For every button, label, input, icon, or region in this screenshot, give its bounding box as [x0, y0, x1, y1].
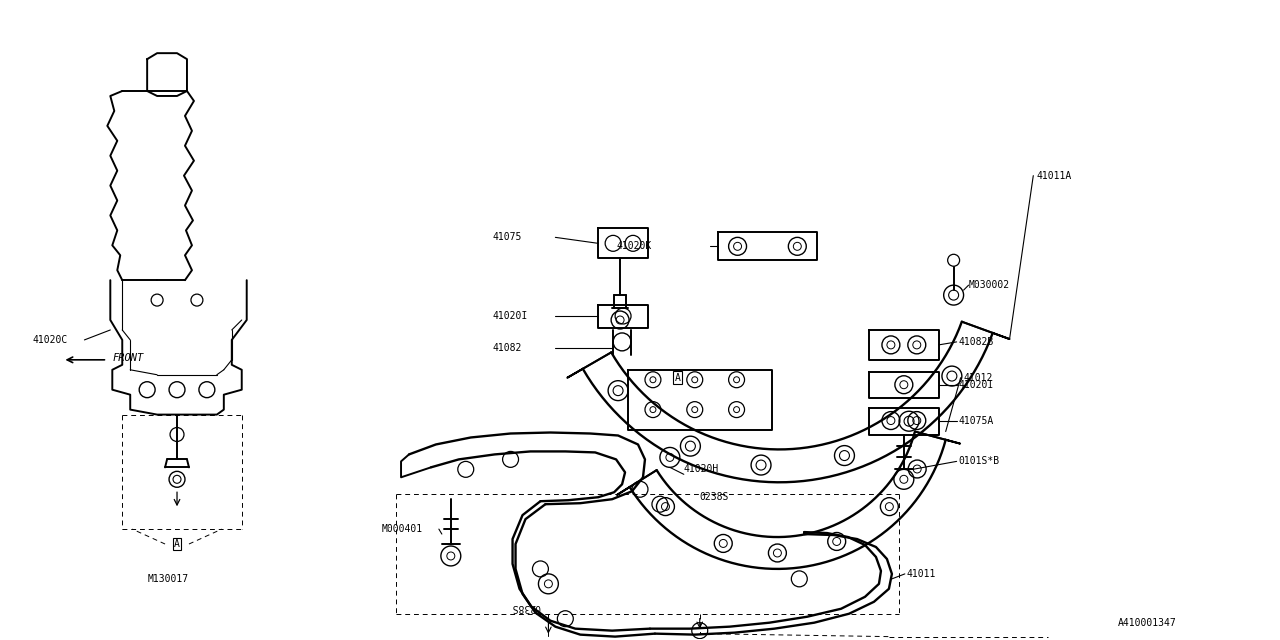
- Text: 41075: 41075: [493, 232, 522, 243]
- Text: 41020K: 41020K: [616, 241, 652, 252]
- Text: 41020I: 41020I: [493, 311, 527, 321]
- Text: FRONT: FRONT: [113, 353, 143, 363]
- Text: A410001347: A410001347: [1117, 618, 1176, 628]
- Text: A: A: [675, 372, 681, 383]
- Text: 41020H: 41020H: [684, 465, 719, 474]
- Text: 41075A: 41075A: [959, 415, 993, 426]
- Text: M000401: M000401: [381, 524, 422, 534]
- Text: A: A: [174, 539, 180, 549]
- Text: 41011: 41011: [906, 569, 936, 579]
- Text: M130017: M130017: [147, 574, 188, 584]
- Text: 41082B: 41082B: [959, 337, 993, 347]
- Text: 0238S: 0238S: [700, 492, 730, 502]
- Text: 41020I: 41020I: [959, 380, 993, 390]
- Text: 0101S*B: 0101S*B: [959, 456, 1000, 467]
- Text: 41011A: 41011A: [1037, 171, 1071, 180]
- Text: 41012: 41012: [964, 372, 993, 383]
- Text: 0238S: 0238S: [511, 602, 540, 612]
- Circle shape: [947, 254, 960, 266]
- Text: M030002: M030002: [969, 280, 1010, 290]
- Text: 41082: 41082: [493, 343, 522, 353]
- Text: 41020C: 41020C: [33, 335, 68, 345]
